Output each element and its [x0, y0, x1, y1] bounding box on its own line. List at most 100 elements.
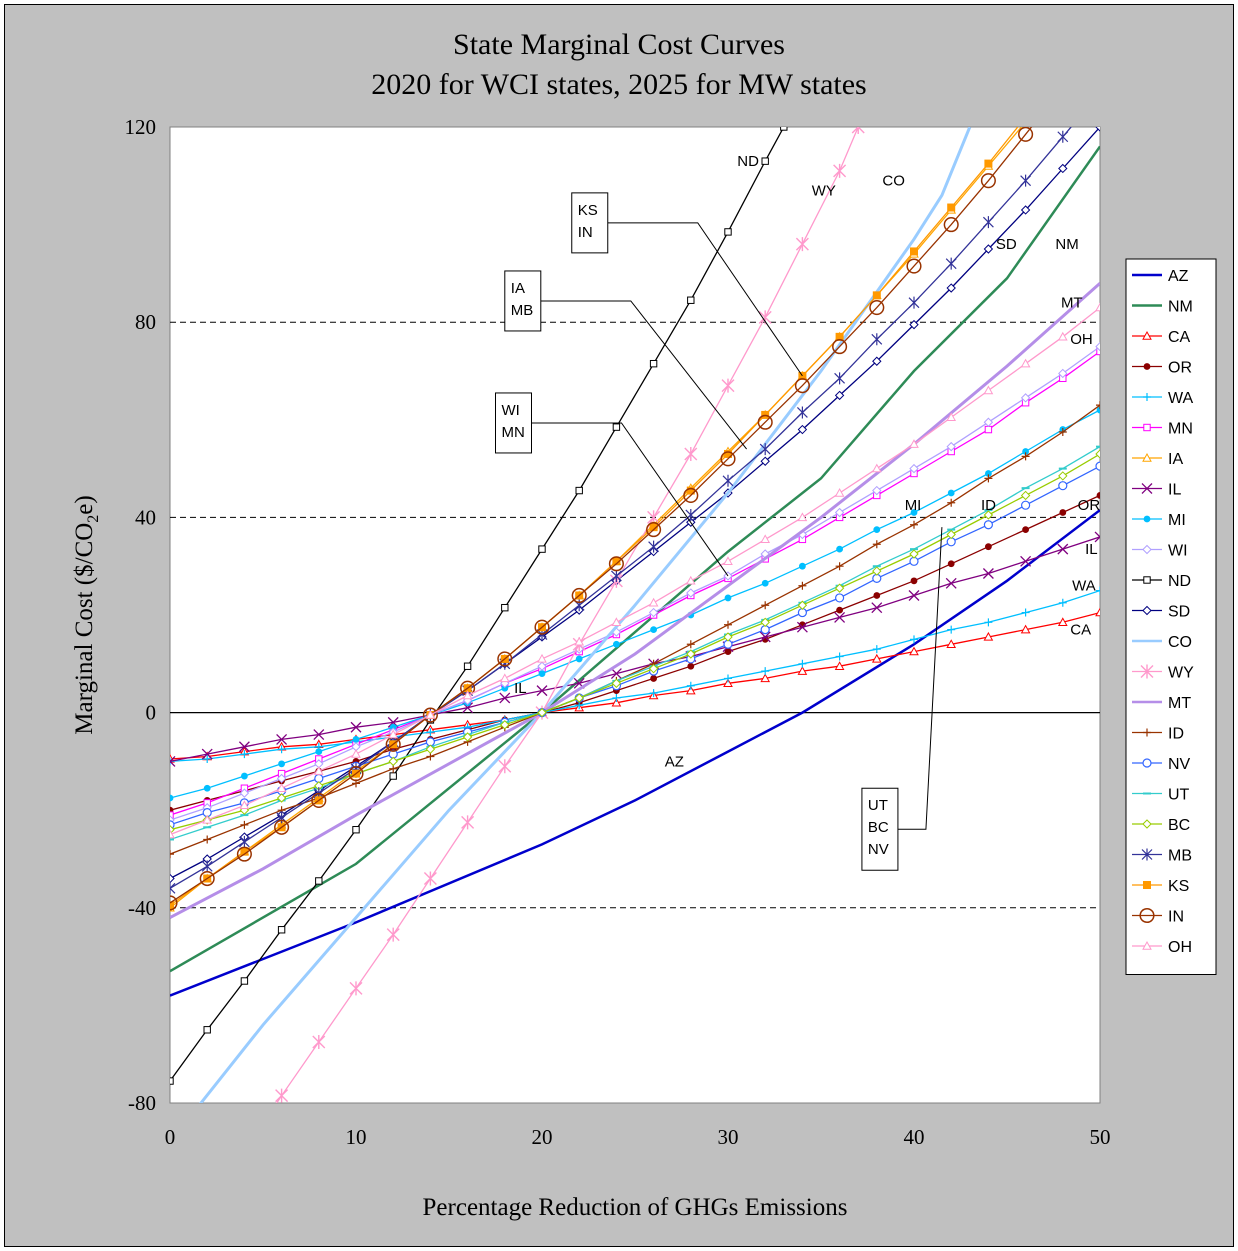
data-point [723, 678, 733, 688]
data-point [426, 728, 435, 737]
data-point [199, 870, 215, 887]
data-point [910, 247, 918, 256]
callout-label: MN [502, 424, 525, 441]
data-point [462, 690, 473, 700]
y-tick-label: -80 [128, 1091, 156, 1115]
data-point [724, 674, 732, 683]
data-point [203, 754, 212, 763]
series-line [170, 346, 1100, 821]
data-point [687, 662, 695, 670]
annotation-label: WY [812, 182, 836, 199]
data-point [352, 826, 360, 834]
data-point [873, 526, 881, 533]
data-point [574, 693, 584, 703]
data-point [1020, 624, 1031, 634]
legend-label: OR [1168, 360, 1192, 377]
data-point [794, 378, 810, 394]
y-tick-label: -40 [128, 896, 156, 920]
legend: AZ NM CA OR WA MN IA IL MI WI ND SD CO WY MT ID NV UT BC MB… [1125, 258, 1217, 975]
data-point [1020, 393, 1031, 403]
data-point [984, 618, 993, 627]
legend-box [1125, 258, 1217, 975]
data-point [1021, 608, 1030, 617]
data-point [1142, 758, 1152, 768]
legend-label: CA [1168, 329, 1191, 346]
data-point [610, 668, 622, 680]
legend-label: IA [1168, 451, 1183, 468]
data-point [1139, 907, 1155, 924]
data-point [798, 659, 807, 668]
data-point [571, 587, 587, 604]
data-point [611, 617, 622, 627]
data-point [1059, 509, 1067, 516]
data-point [910, 509, 918, 516]
data-point [277, 745, 286, 754]
data-point [348, 766, 364, 782]
annotation-label: NM [1055, 236, 1078, 253]
series-line [170, 536, 1100, 763]
data-point [1095, 87, 1105, 99]
data-point [945, 577, 957, 589]
data-point [1020, 490, 1031, 501]
data-point [724, 228, 732, 236]
data-point [203, 835, 212, 844]
data-point [650, 675, 657, 682]
data-point [759, 631, 771, 643]
data-point [240, 820, 249, 829]
data-point [983, 417, 994, 427]
data-point [760, 617, 770, 628]
data-point [608, 556, 624, 572]
series-line [170, 446, 1100, 841]
x-tick-label: 50 [1090, 1125, 1111, 1149]
data-point [834, 507, 845, 518]
data-point [946, 412, 957, 422]
data-point [238, 835, 250, 848]
legend-item-ca: CA [1132, 329, 1191, 346]
data-point [423, 871, 437, 886]
data-point [871, 463, 882, 473]
data-point [943, 217, 959, 233]
data-point [611, 678, 622, 689]
data-point [612, 693, 621, 702]
data-point [1141, 483, 1153, 494]
plot-series-group [170, 87, 1105, 1159]
data-point [1094, 531, 1100, 543]
data-point [760, 534, 771, 544]
data-point [311, 792, 327, 808]
data-point [278, 760, 285, 768]
callout-box [861, 787, 899, 871]
legend-label: KS [1168, 878, 1189, 895]
callout-box [571, 192, 609, 254]
data-point [501, 603, 509, 612]
chart-title-line: State Marginal Cost Curves [453, 28, 785, 61]
data-point [909, 319, 919, 330]
data-point [1096, 347, 1100, 356]
data-point [1143, 728, 1151, 737]
data-point [1142, 452, 1152, 462]
legend-label: WA [1168, 390, 1194, 407]
data-point [649, 359, 658, 368]
data-point [796, 406, 808, 419]
series-line [170, 611, 1100, 760]
data-point [238, 1145, 250, 1159]
data-point [1020, 174, 1032, 187]
data-point [835, 562, 844, 571]
data-point [1096, 406, 1100, 414]
data-point [274, 819, 290, 835]
data-point [170, 901, 174, 910]
data-point [761, 579, 769, 587]
data-point [170, 794, 174, 802]
data-point [946, 639, 957, 648]
data-point [1022, 113, 1030, 121]
x-axis-title: Percentage Reduction of GHGs Emissions [423, 1194, 848, 1221]
data-point [1143, 576, 1151, 584]
data-point [687, 296, 695, 304]
data-point [909, 549, 919, 559]
legend-label: IN [1168, 909, 1184, 926]
data-point [500, 720, 510, 730]
legend-item-mi: MI [1132, 512, 1186, 529]
legend-item-nd: ND [1132, 573, 1191, 590]
data-point [575, 486, 583, 495]
y-axis-title: Marginal Cost ($/CO2e) [71, 495, 102, 734]
